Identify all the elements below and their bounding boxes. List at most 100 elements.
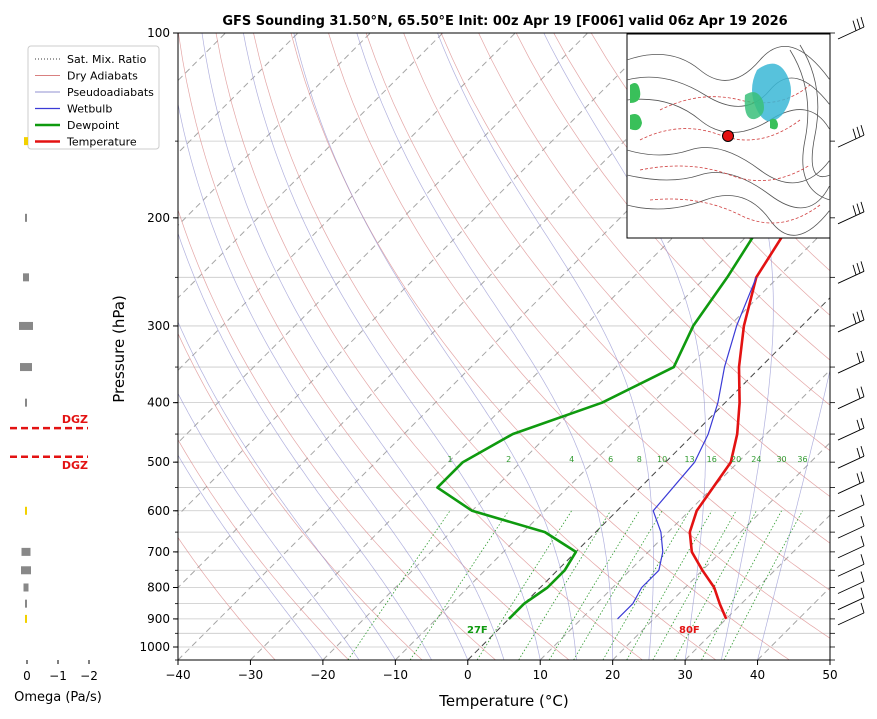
wind-barb-flag bbox=[860, 554, 865, 565]
wind-barb-flag bbox=[856, 263, 861, 274]
y-tick-label: 800 bbox=[147, 580, 170, 594]
mixing-ratio-line bbox=[674, 510, 757, 660]
pseudoadiabat-line bbox=[201, 33, 505, 660]
x-tick-label: 40 bbox=[750, 668, 765, 682]
omega-tick-label: −1 bbox=[49, 669, 67, 683]
omega-bar bbox=[23, 273, 29, 282]
wind-barb-flag bbox=[860, 471, 865, 482]
mixing-ratio-label: 16 bbox=[707, 455, 717, 464]
y-axis-label: Pressure (hPa) bbox=[110, 295, 128, 403]
legend-label: Wetbulb bbox=[67, 103, 112, 116]
wind-barb-flag bbox=[856, 473, 861, 484]
x-tick-label: 20 bbox=[605, 668, 620, 682]
wind-barb bbox=[837, 581, 865, 594]
wind-barb bbox=[837, 427, 865, 441]
pseudoadiabat-line bbox=[356, 33, 614, 660]
dry-adiabat-line bbox=[590, 33, 830, 316]
wind-barb bbox=[837, 134, 865, 148]
wind-barb-flag bbox=[860, 417, 865, 429]
omega-bar bbox=[19, 321, 33, 330]
mixing-ratio-lines bbox=[347, 510, 803, 660]
dry-adiabat-line bbox=[215, 33, 643, 660]
chart-title: GFS Sounding 31.50°N, 65.50°E Init: 00z … bbox=[222, 14, 787, 29]
wind-barb bbox=[837, 26, 865, 40]
isotherm-line bbox=[178, 33, 589, 444]
omega-bar bbox=[21, 547, 31, 556]
wind-barb bbox=[837, 597, 865, 611]
y-tick-label: 700 bbox=[147, 545, 170, 559]
pseudoadiabat-line bbox=[178, 454, 324, 660]
x-tick-label: 0 bbox=[464, 668, 472, 682]
wind-barb bbox=[837, 481, 865, 494]
omega-tick-label: −2 bbox=[80, 669, 98, 683]
wind-barb bbox=[837, 545, 865, 559]
dgz-label: DGZ bbox=[62, 413, 88, 426]
pseudoadiabat-line bbox=[178, 232, 432, 660]
sounding-location-marker bbox=[722, 130, 734, 142]
mixing-ratio-line bbox=[723, 510, 803, 660]
omega-bar bbox=[23, 583, 29, 592]
mixing-ratio-line bbox=[518, 510, 611, 660]
dry-adiabat-line bbox=[515, 33, 830, 406]
dry-adiabat-line bbox=[553, 33, 830, 361]
wind-barb bbox=[837, 563, 865, 577]
wind-barb-flag bbox=[852, 20, 857, 31]
mixing-ratio-label: 10 bbox=[657, 455, 667, 464]
isotherm-line bbox=[250, 79, 830, 660]
wind-barb-flag bbox=[856, 311, 861, 322]
wind-barb-flag bbox=[860, 515, 865, 527]
dry-adiabat-line bbox=[328, 33, 830, 639]
inset-map bbox=[626, 33, 831, 239]
wind-barb bbox=[837, 211, 865, 225]
mixing-ratio-line bbox=[409, 510, 510, 660]
dry-adiabat-line bbox=[253, 33, 717, 660]
y-tick-label: 900 bbox=[147, 612, 170, 626]
wind-barb bbox=[837, 270, 865, 284]
dewpoint-line bbox=[436, 110, 830, 620]
legend-box bbox=[27, 45, 160, 150]
pseudoadiabat-line bbox=[178, 392, 360, 660]
mixing-ratio-label: 13 bbox=[684, 455, 694, 464]
pseudoadiabat-line bbox=[684, 33, 774, 660]
mixing-ratio-line bbox=[476, 510, 572, 660]
dry-adiabat-line bbox=[178, 536, 276, 660]
pseudoadiabat-line bbox=[437, 33, 654, 660]
isotherm-line bbox=[829, 659, 830, 660]
wind-barb-flag bbox=[852, 264, 857, 276]
omega-bar bbox=[25, 398, 27, 407]
wind-barb-flag bbox=[860, 602, 865, 614]
mixing-ratio-line bbox=[602, 510, 690, 660]
wind-barbs bbox=[837, 16, 865, 626]
legend-label: Dry Adiabats bbox=[67, 70, 138, 83]
y-axis-ticks: 100 200 300 400 500 600 700 800 900 1000 bbox=[139, 26, 178, 661]
mixing-ratio-label: 2 bbox=[506, 455, 511, 464]
mixing-ratio-label: 4 bbox=[569, 455, 574, 464]
y-tick-label: 200 bbox=[147, 211, 170, 225]
wind-barb-flag bbox=[856, 447, 861, 459]
y-tick-label: 100 bbox=[147, 26, 170, 40]
temperature-line bbox=[688, 194, 830, 620]
mixing-ratio-label: 24 bbox=[751, 455, 761, 464]
wind-barb-flag bbox=[860, 386, 865, 397]
wind-barb-flag bbox=[860, 587, 865, 598]
omega-panel: 0 −1 −2 Omega (Pa/s) DGZ DGZ bbox=[10, 137, 102, 705]
legend-label: Dewpoint bbox=[67, 119, 120, 132]
x-tick-label: 50 bbox=[822, 668, 837, 682]
mixing-ratio-line bbox=[626, 510, 713, 660]
dry-adiabat-line bbox=[178, 439, 349, 660]
omega-bar bbox=[25, 213, 27, 222]
right-axis-ticks bbox=[830, 32, 835, 661]
wind-barb bbox=[837, 612, 865, 626]
omega-axis-label: Omega (Pa/s) bbox=[14, 690, 102, 705]
wind-barb-flag bbox=[860, 309, 865, 321]
x-axis-ticks: −40 −30 −20 −10 0 10 20 30 40 50 bbox=[165, 660, 838, 682]
isotherm-line bbox=[178, 33, 516, 371]
pseudoadiabat-line bbox=[293, 33, 577, 660]
dry-adiabat-line bbox=[178, 208, 496, 660]
x-tick-label: −10 bbox=[383, 668, 408, 682]
omega-bar bbox=[25, 614, 27, 623]
mixing-ratio-label: 6 bbox=[608, 455, 613, 464]
x-tick-label: −30 bbox=[238, 668, 263, 682]
wind-barb-flag bbox=[860, 446, 865, 457]
